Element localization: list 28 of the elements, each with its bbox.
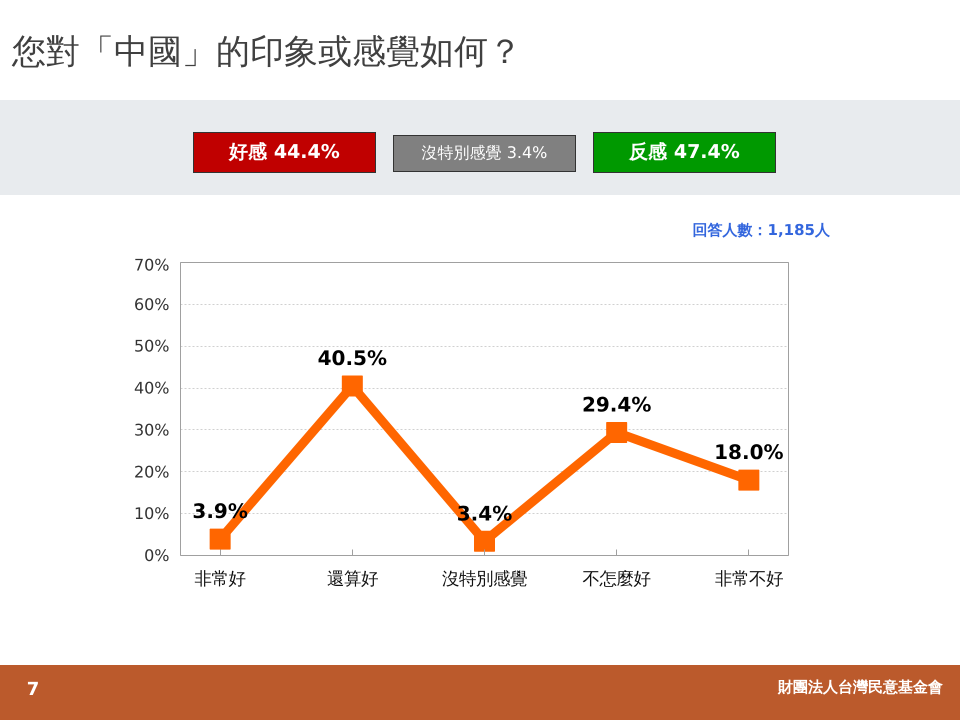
text: 7: [26, 678, 40, 702]
point: [606, 422, 628, 443]
text: 反感 47.4%: [593, 132, 776, 174]
x-tick-label: 還算好: [326, 570, 378, 590]
x-tick-label: 非常不好: [714, 570, 783, 590]
text: 沒特別感覺 3.4%: [393, 135, 576, 172]
y-tick-label: 70%: [134, 256, 170, 274]
chart-title: 您對「中國」的印象或感覺如何？: [12, 31, 522, 74]
point: [474, 530, 495, 552]
y-tick-label: 30%: [134, 420, 170, 440]
y-tick-label: 50%: [134, 336, 170, 356]
y-tick-label: 10%: [134, 504, 170, 524]
x-tick-label: 沒特別感覺: [442, 570, 527, 590]
data-label: 18.0%: [714, 440, 784, 464]
text: 好感 44.4%: [193, 132, 376, 174]
y-tick-label: 60%: [134, 294, 170, 314]
point: [210, 528, 231, 550]
point: [342, 375, 363, 396]
text: 財團法人台灣民意基金會: [776, 677, 943, 698]
x-tick-label: 不怎麼好: [582, 570, 651, 590]
data-label: 29.4%: [582, 392, 652, 416]
x-tick-label: 非常好: [194, 570, 246, 590]
y-tick-label: 0%: [144, 546, 170, 565]
text: 回答人數：1,185人: [692, 220, 830, 241]
y-tick-label: 40%: [134, 378, 170, 398]
y-tick-label: 20%: [134, 462, 170, 482]
data-label: 40.5%: [318, 346, 388, 370]
point: [738, 470, 760, 491]
